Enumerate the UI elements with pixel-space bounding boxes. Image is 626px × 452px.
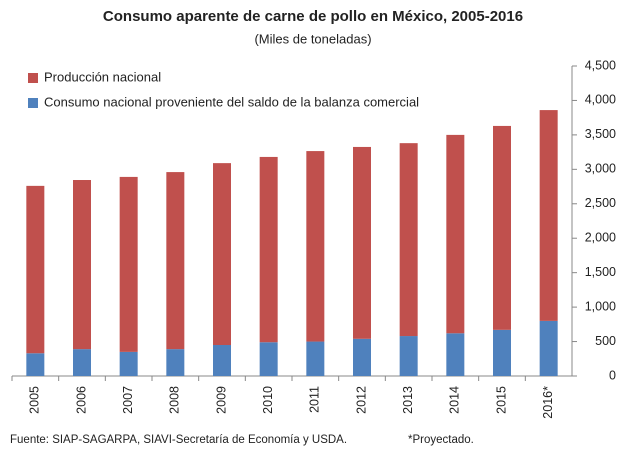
bar-segment <box>73 349 91 376</box>
y-tick-label: 1,500 <box>585 265 616 279</box>
y-tick-label: 4,500 <box>585 58 616 72</box>
bar-segment <box>26 185 45 354</box>
bar-segment <box>306 151 325 342</box>
y-tick-label: 2,000 <box>585 231 616 245</box>
legend-label: Producción nacional <box>44 69 161 84</box>
x-tick-label: 2015 <box>494 386 508 414</box>
x-tick-label: 2009 <box>214 386 228 414</box>
bar-segment <box>493 125 511 330</box>
legend-swatch <box>28 73 38 83</box>
x-tick-label: 2006 <box>74 386 88 414</box>
x-tick-label: 2013 <box>401 386 415 414</box>
x-tick-label: 2007 <box>121 386 135 414</box>
legend-swatch <box>28 98 38 108</box>
bar-segment <box>213 163 231 345</box>
bar-segment <box>119 351 138 376</box>
x-tick-label: 2014 <box>448 386 462 414</box>
x-tick-label: 2016* <box>541 386 555 419</box>
bar-segment <box>446 134 465 334</box>
y-tick-label: 4,000 <box>585 93 616 107</box>
y-tick-label: 500 <box>595 334 616 348</box>
bar-segment <box>259 156 278 343</box>
y-tick-label: 3,000 <box>585 162 616 176</box>
legend-label: Consumo nacional proveniente del saldo d… <box>44 94 419 109</box>
bar-segment <box>259 342 278 376</box>
bar-segment <box>539 320 558 376</box>
x-tick-label: 2011 <box>308 386 322 413</box>
note: *Proyectado. <box>408 434 474 446</box>
bar-segment <box>399 336 418 376</box>
bar-segment <box>166 172 185 350</box>
bar-segment <box>446 333 465 376</box>
bar-segment <box>119 176 138 352</box>
y-tick-label: 1,000 <box>585 299 616 313</box>
x-tick-label: 2010 <box>261 386 275 414</box>
source: Fuente: SIAP-SAGARPA, SIAVI-Secretaría d… <box>10 434 347 446</box>
bar-segment <box>26 353 45 376</box>
x-tick-label: 2008 <box>168 386 182 414</box>
bar-segment <box>213 345 231 376</box>
bar-segment <box>539 110 558 321</box>
chart-subtitle: (Miles de toneladas) <box>254 31 371 46</box>
bar-segment <box>73 180 91 350</box>
bar-segment <box>493 329 511 376</box>
x-tick-label: 2005 <box>28 386 42 414</box>
chart-title: Consumo aparente de carne de pollo en Mé… <box>103 8 523 25</box>
y-tick-label: 3,500 <box>585 127 616 141</box>
y-tick-label: 0 <box>609 368 616 382</box>
bar-segment <box>353 146 371 339</box>
y-tick-label: 2,500 <box>585 196 616 210</box>
bar-segment <box>399 143 418 337</box>
bar-segment <box>306 341 325 376</box>
bar-segment <box>166 349 185 376</box>
bar-segment <box>353 338 371 376</box>
x-tick-label: 2012 <box>354 386 368 414</box>
